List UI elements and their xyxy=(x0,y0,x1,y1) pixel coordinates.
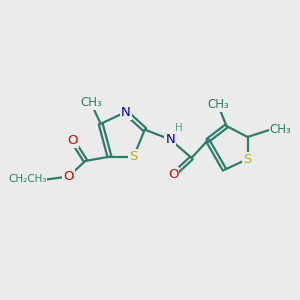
Text: S: S xyxy=(243,153,252,166)
Text: CH₂CH₃: CH₂CH₃ xyxy=(8,174,46,184)
Text: O: O xyxy=(68,134,78,147)
Text: CH₃: CH₃ xyxy=(80,96,102,109)
Text: H: H xyxy=(176,123,183,133)
Text: N: N xyxy=(165,133,175,146)
Text: O: O xyxy=(168,168,178,182)
Text: CH₃: CH₃ xyxy=(270,123,291,136)
Text: S: S xyxy=(129,150,138,163)
Text: O: O xyxy=(63,170,74,183)
Text: N: N xyxy=(121,106,130,118)
Text: CH₃: CH₃ xyxy=(207,98,229,111)
